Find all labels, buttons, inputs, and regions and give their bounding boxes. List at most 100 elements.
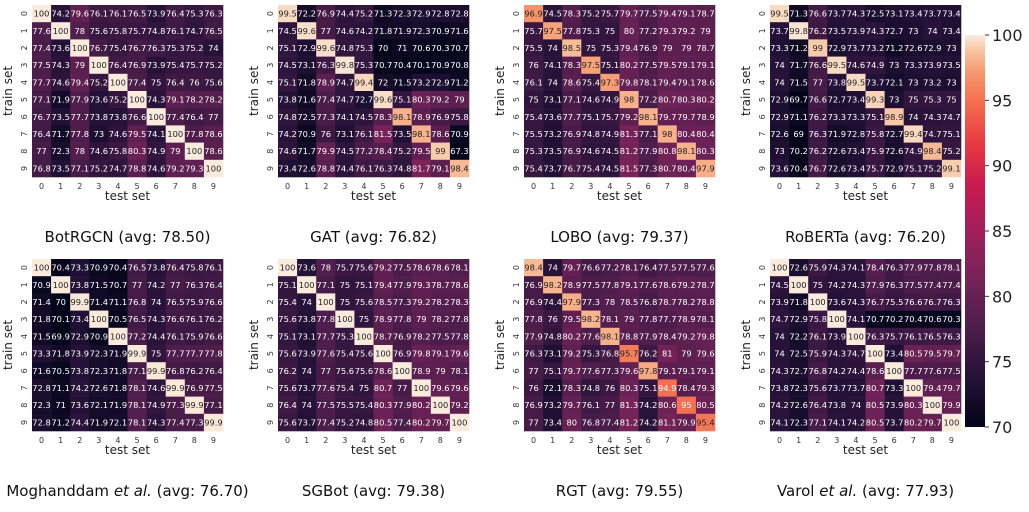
cell-value-label: 78.5 xyxy=(374,297,392,307)
heatmap-cell xyxy=(316,379,336,397)
heatmap-cell xyxy=(695,276,716,294)
cell-value-label: 100 xyxy=(432,400,448,410)
cell-value-label: 74.1 xyxy=(336,112,354,122)
cell-value-label: 74.6 xyxy=(147,383,165,393)
heatmap-cell xyxy=(278,259,298,277)
cell-value-label: 77.8 xyxy=(204,349,222,359)
cell-value-label: 77.3 xyxy=(393,297,411,307)
x-tick-label: 7 xyxy=(419,182,424,191)
heatmap-cell xyxy=(676,56,697,75)
x-axis-label: test set xyxy=(597,189,642,203)
cell-value-label: 74.7 xyxy=(923,129,941,139)
cell-value-label: 72.5 xyxy=(789,349,807,359)
heatmap-cell xyxy=(32,39,52,57)
heatmap-cell xyxy=(430,379,451,397)
heatmap-cell xyxy=(146,159,166,178)
heatmap-cell xyxy=(619,293,639,311)
heatmap-cell xyxy=(127,159,147,178)
cell-value-label: 73.6 xyxy=(543,112,561,122)
heatmap-cell xyxy=(70,91,90,109)
heatmap-cell xyxy=(89,379,109,397)
cell-value-label: 80 xyxy=(566,417,577,427)
heatmap-cell xyxy=(884,73,904,92)
cell-value-label: 77.1 xyxy=(71,163,89,173)
heatmap-cell xyxy=(184,345,205,363)
y-tick-label: 6 xyxy=(512,368,521,373)
cell-value-label: 77.1 xyxy=(563,95,581,105)
cell-value-label: 76.5 xyxy=(204,26,222,36)
cell-value-label: 74.3 xyxy=(147,314,165,324)
cell-value-label: 79.1 xyxy=(677,60,695,70)
cell-value-label: 75 xyxy=(340,280,351,290)
heatmap-cell xyxy=(600,5,620,23)
cell-value-label: 70.5 xyxy=(109,314,127,324)
heatmap-cell xyxy=(184,56,205,75)
heatmap-cell xyxy=(884,345,904,363)
heatmap-cell xyxy=(70,125,90,143)
cell-value-label: 71.9 xyxy=(109,400,127,410)
cell-value-label: 73.2 xyxy=(543,129,561,139)
cell-value-label: 75.8 xyxy=(866,129,884,139)
heatmap-cell xyxy=(676,5,697,23)
heatmap-cell xyxy=(941,159,962,178)
heatmap-cell xyxy=(89,159,109,178)
heatmap-cell xyxy=(543,56,563,75)
cell-value-label: 79.1 xyxy=(431,349,449,359)
cell-value-label: 77.9 xyxy=(904,263,922,273)
heatmap-cell xyxy=(657,108,678,126)
heatmap-cell xyxy=(449,91,470,109)
cell-value-label: 76.3 xyxy=(942,297,960,307)
cell-value-label: 76.8 xyxy=(166,366,184,376)
cell-value-label: 71.8 xyxy=(109,383,127,393)
cell-value-label: 76.3 xyxy=(809,129,827,139)
cell-value-label: 72.2 xyxy=(789,331,807,341)
cell-value-label: 72.6 xyxy=(828,146,846,156)
cell-value-label: 80.4 xyxy=(677,163,695,173)
heatmap-cell xyxy=(297,276,317,294)
heatmap-cell xyxy=(430,73,451,92)
heatmap-cell xyxy=(543,22,563,40)
cell-value-label: 73.7 xyxy=(866,77,884,87)
cell-value-label: 74.3 xyxy=(770,366,788,376)
x-tick-label: 3 xyxy=(96,182,101,191)
heatmap-cell xyxy=(335,108,355,126)
cell-value-label: 73.5 xyxy=(942,60,960,70)
heatmap-cell xyxy=(922,327,943,346)
heatmap-cell xyxy=(203,310,224,329)
heatmap-cell xyxy=(449,142,470,161)
cell-value-label: 79.1 xyxy=(677,366,695,376)
cell-value-label: 74.3 xyxy=(866,26,884,36)
heatmap-cell xyxy=(411,293,432,311)
heatmap-cell xyxy=(335,125,355,143)
cell-value-label: 74.2 xyxy=(355,26,373,36)
cell-value-label: 72.3 xyxy=(90,349,108,359)
x-axis-label: test set xyxy=(597,443,642,457)
heatmap-cell xyxy=(524,125,544,143)
cell-value-label: 73.7 xyxy=(923,9,941,19)
cell-value-label: 79 xyxy=(624,314,635,324)
heatmap-cell xyxy=(51,22,71,40)
cell-value-label: 78.1 xyxy=(639,77,657,87)
cell-value-label: 79.4 xyxy=(374,280,392,290)
cell-value-label: 75.3 xyxy=(355,43,373,53)
cell-value-label: 79.1 xyxy=(620,280,638,290)
heatmap-cell xyxy=(827,345,847,363)
cell-value-label: 76.1 xyxy=(524,77,542,87)
cell-value-label: 74.3 xyxy=(923,112,941,122)
heatmap-cell xyxy=(278,56,298,75)
cell-value-label: 76.5 xyxy=(923,331,941,341)
y-tick-label: 5 xyxy=(758,97,767,102)
cell-value-label: 79.9 xyxy=(317,146,335,156)
cell-value-label: 74.7 xyxy=(336,95,354,105)
heatmap-cell xyxy=(203,5,224,23)
heatmap-cell xyxy=(903,396,924,415)
cell-value-label: 74.5 xyxy=(278,26,296,36)
heatmap-cell xyxy=(127,362,147,380)
y-tick-label: 9 xyxy=(20,166,29,171)
heatmap-cell xyxy=(581,327,601,346)
cell-value-label: 74.9 xyxy=(904,146,922,156)
heatmap-cell xyxy=(89,56,109,75)
cell-value-label: 75.7 xyxy=(524,26,542,36)
cell-value-label: 77.9 xyxy=(393,400,411,410)
heatmap-cell xyxy=(600,39,620,57)
